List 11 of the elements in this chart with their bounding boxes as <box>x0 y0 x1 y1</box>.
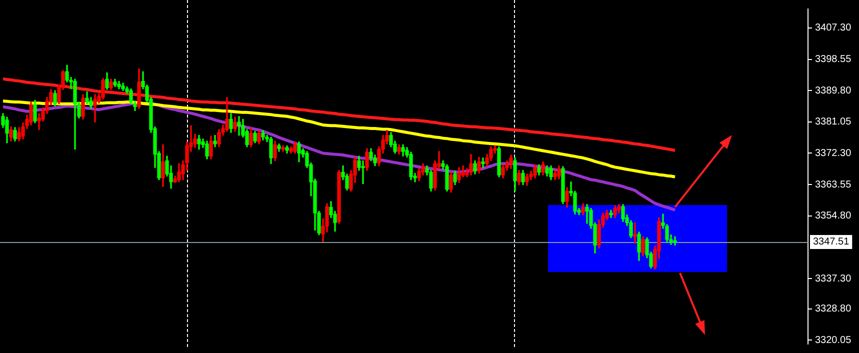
y-tick-label: 3320.05 <box>815 334 852 346</box>
y-tick-label: 3372.30 <box>815 148 852 159</box>
ref-line-label: 3347.51 <box>813 236 850 248</box>
y-tick-label: 3407.30 <box>815 22 852 34</box>
y-tick-label: 3328.80 <box>815 304 852 315</box>
y-tick-label: 3389.80 <box>815 85 852 96</box>
y-tick-label: 3363.55 <box>815 179 852 190</box>
y-tick-label: 3337.30 <box>815 273 852 284</box>
y-tick-label: 3398.55 <box>815 54 852 66</box>
y-tick-label: 3381.05 <box>815 116 852 128</box>
y-tick-label: 3354.80 <box>815 210 852 222</box>
